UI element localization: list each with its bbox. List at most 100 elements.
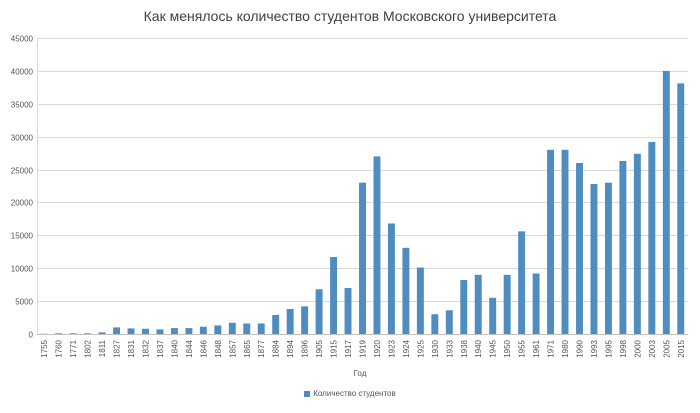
bar-1993: [590, 184, 598, 334]
bar-1917: [344, 287, 352, 334]
x-tick-label: 1865: [243, 339, 252, 357]
bar-1848: [214, 325, 222, 334]
y-tick-label: 20000: [11, 199, 34, 208]
y-tick-label: 30000: [11, 134, 34, 143]
x-tick-label: 1995: [604, 339, 613, 357]
x-tick-label: 1990: [576, 339, 585, 357]
x-tick-label: 1894: [286, 339, 295, 357]
bar-1990: [576, 162, 583, 334]
bar-1905: [315, 289, 323, 334]
x-tick-label: 1771: [69, 339, 78, 357]
x-tick-label: 1848: [214, 339, 223, 357]
bar-1857: [228, 322, 236, 334]
bar-1802: [84, 333, 92, 334]
bar-1998: [619, 161, 627, 334]
bar-1884: [272, 314, 280, 334]
bar-1995: [604, 182, 612, 334]
bar-1933: [445, 310, 453, 334]
x-tick-label: 1917: [344, 339, 353, 357]
y-tick-label: 25000: [11, 167, 34, 176]
bar-1840: [170, 328, 178, 334]
y-tick-label: 35000: [11, 101, 34, 110]
bar-2005: [662, 70, 670, 334]
x-tick-label: 1760: [55, 339, 64, 357]
bar-1920: [373, 156, 381, 334]
bar-1955: [518, 231, 526, 334]
x-tick-label: 1884: [272, 339, 281, 357]
bar-1961: [532, 273, 540, 334]
bar-1831: [127, 328, 135, 334]
bar-1865: [243, 323, 251, 334]
x-tick-label: 1802: [84, 339, 93, 357]
bar-1760: [55, 333, 63, 334]
x-tick-label: 1827: [113, 339, 122, 357]
bar-1945: [489, 297, 497, 334]
bar-1980: [561, 149, 569, 334]
bar-2000: [633, 153, 641, 334]
x-tick-label: 1980: [561, 339, 570, 357]
bar-1827: [113, 327, 121, 334]
bar-1938: [460, 280, 468, 334]
y-tick-label: 15000: [11, 232, 34, 241]
x-tick-label: 1971: [547, 339, 556, 357]
x-tick-label: 1925: [416, 339, 425, 357]
x-tick-label: 1905: [315, 339, 324, 357]
x-tick-label: 2005: [662, 339, 671, 357]
legend-label: Количество студентов: [313, 389, 396, 398]
bar-1844: [185, 328, 193, 334]
bar-2015: [677, 83, 685, 334]
x-tick-label: 1811: [98, 339, 107, 357]
x-tick-label: 1919: [359, 339, 368, 357]
bar-1771: [69, 333, 77, 334]
x-axis-title: Год: [354, 369, 367, 378]
legend: Количество студентов: [0, 389, 700, 398]
y-tick-label: 0: [29, 331, 34, 340]
bar-1950: [503, 274, 511, 334]
bar-1915: [330, 257, 338, 334]
x-tick-label: 1837: [156, 339, 165, 357]
bar-1930: [431, 314, 439, 334]
bar-1877: [257, 323, 265, 334]
x-tick-label: 1950: [503, 339, 512, 357]
x-tick-label: 1877: [257, 339, 266, 357]
x-tick-label: 1832: [142, 339, 151, 357]
x-tick-label: 1915: [330, 339, 339, 357]
x-tick-label: 1993: [590, 339, 599, 357]
y-tick-label: 40000: [11, 68, 34, 77]
x-tick-label: 1938: [460, 339, 469, 357]
bar-1919: [359, 182, 366, 334]
x-tick-label: 2003: [648, 339, 657, 357]
chart-title: Как менялось количество студентов Москов…: [143, 8, 557, 24]
x-tick-label: 1896: [301, 339, 310, 357]
y-tick-label: 5000: [15, 298, 33, 307]
x-tick-label: 1923: [387, 339, 396, 357]
x-tick-label: 1831: [127, 339, 136, 357]
x-tick-label: 2000: [633, 339, 642, 357]
bar-1923: [387, 223, 395, 334]
bar-1940: [474, 274, 482, 334]
bar-1925: [416, 267, 424, 334]
x-tick-label: 1920: [373, 339, 382, 357]
y-tick-label: 45000: [11, 35, 34, 44]
x-tick-label: 1998: [619, 339, 628, 357]
x-tick-label: 1840: [170, 339, 179, 357]
x-tick-label: 1933: [445, 339, 454, 357]
bar-1924: [402, 247, 410, 334]
x-tick-label: 1846: [199, 339, 208, 357]
bar-1896: [301, 306, 309, 334]
x-tick-label: 1755: [40, 339, 49, 357]
bar-1832: [142, 328, 149, 334]
bar-1837: [156, 329, 164, 334]
x-tick-label: 1961: [532, 339, 541, 357]
y-tick-label: 10000: [11, 265, 34, 274]
x-tick-label: 1940: [474, 339, 483, 357]
x-tick-label: 2015: [677, 339, 686, 357]
bar-1894: [286, 309, 294, 334]
bar-1971: [547, 149, 555, 334]
x-tick-label: 1844: [185, 339, 194, 357]
bar-2003: [648, 141, 656, 334]
x-tick-label: 1930: [431, 339, 440, 357]
bar-1811: [98, 332, 106, 334]
